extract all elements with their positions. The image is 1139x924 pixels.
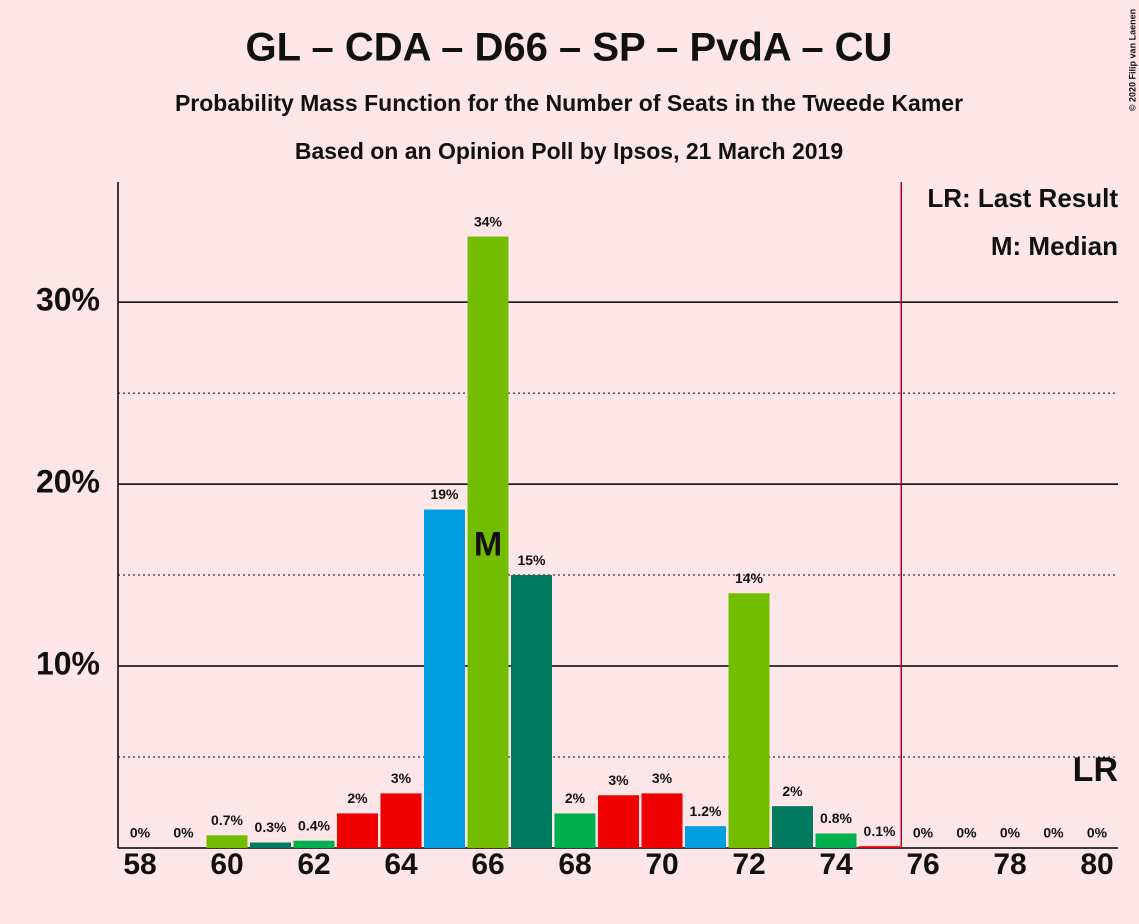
value-label: 0% (1043, 825, 1064, 841)
x-tick-label: 80 (1080, 848, 1113, 881)
bar (859, 846, 900, 848)
x-tick-label: 62 (297, 848, 330, 881)
x-tick-label: 72 (732, 848, 765, 881)
value-label: 3% (391, 770, 412, 786)
y-tick-label: 20% (36, 464, 100, 500)
legend-entry: LR: Last Result (927, 183, 1118, 213)
copyright: © 2020 Filip van Laenen (1127, 9, 1137, 111)
x-tick-label: 66 (471, 848, 504, 881)
value-label: 2% (782, 783, 803, 799)
bar (467, 236, 509, 849)
x-tick-label: 78 (993, 848, 1026, 881)
last-result-label: LR (1073, 751, 1118, 789)
chart-subtitle: Based on an Opinion Poll by Ipsos, 21 Ma… (295, 138, 843, 164)
bar (598, 795, 639, 848)
value-label: 19% (430, 486, 459, 502)
median-marker: M (474, 526, 502, 564)
bar (206, 835, 248, 848)
bar (815, 833, 857, 848)
value-label: 2% (565, 790, 586, 806)
bar (250, 842, 291, 848)
y-tick-label: 10% (36, 645, 100, 681)
x-tick-label: 70 (645, 848, 678, 881)
x-tick-label: 60 (210, 848, 243, 881)
bar (511, 575, 552, 848)
value-label: 0.1% (864, 823, 896, 839)
value-label: 2% (347, 790, 368, 806)
bar (337, 813, 378, 848)
value-label: 3% (652, 770, 673, 786)
value-label: 14% (735, 570, 764, 586)
value-label: 3% (608, 772, 629, 788)
x-tick-label: 64 (384, 848, 418, 881)
value-label: 0% (130, 825, 151, 841)
value-label: 15% (517, 552, 546, 568)
bar (685, 826, 726, 848)
bar (424, 509, 465, 848)
value-label: 0.4% (298, 817, 330, 833)
value-label: 0.3% (255, 819, 287, 835)
bar (728, 593, 770, 848)
x-tick-label: 74 (819, 848, 853, 881)
chart-subtitle: Probability Mass Function for the Number… (175, 90, 963, 116)
y-tick-label: 30% (36, 282, 100, 318)
bar (293, 840, 335, 848)
x-tick-label: 58 (123, 848, 156, 881)
legend-entry: M: Median (991, 231, 1118, 261)
value-label: 0% (913, 825, 934, 841)
x-tick-label: 68 (558, 848, 591, 881)
bar (554, 813, 596, 848)
bar (380, 793, 422, 848)
value-label: 0% (1000, 825, 1021, 841)
value-label: 0.7% (211, 812, 243, 828)
value-label: 0% (956, 825, 977, 841)
chart-title: GL – CDA – D66 – SP – PvdA – CU (246, 26, 893, 70)
value-label: 0.8% (820, 810, 852, 826)
bar (641, 793, 683, 848)
x-tick-label: 76 (906, 848, 939, 881)
value-label: 0% (1087, 825, 1108, 841)
value-label: 1.2% (690, 803, 722, 819)
bar (772, 806, 813, 848)
value-label: 0% (173, 825, 194, 841)
value-label: 34% (474, 213, 503, 229)
